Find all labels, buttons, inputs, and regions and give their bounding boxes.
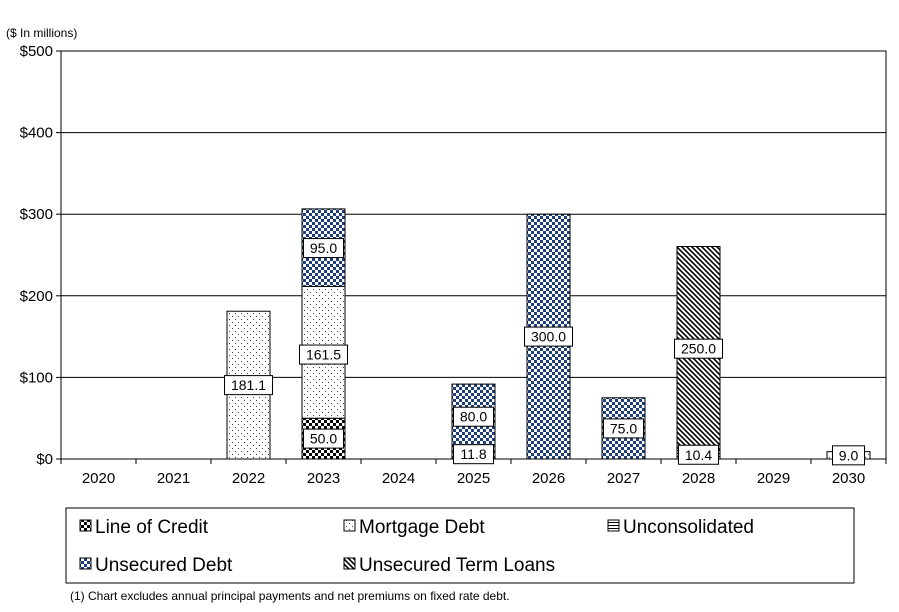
data-label-2026-6: 300.0	[524, 326, 573, 347]
legend-item-unsecured-term-loans: Unsecured Term Loans	[343, 555, 555, 576]
legend-swatch	[607, 519, 620, 532]
svg-text:250.0: 250.0	[681, 341, 716, 357]
legend-swatch	[343, 519, 356, 532]
legend: Line of Credit Mortgage Debt Unconsolidate…	[65, 507, 855, 584]
data-label-2025-4: 11.8	[453, 444, 494, 465]
x-tick-label-2030: 2030	[832, 470, 865, 487]
data-label-2023-1: 50.0	[303, 428, 344, 449]
x-tick-label-2024: 2024	[382, 470, 415, 487]
data-label-2027-7: 75.0	[603, 418, 644, 439]
y-tick-label-4: $400	[20, 125, 53, 142]
unit-label: ($ In millions)	[6, 26, 77, 40]
legend-label: Line of Credit	[95, 517, 209, 538]
svg-text:50.0: 50.0	[310, 431, 337, 447]
legend-swatch	[79, 519, 92, 532]
svg-text:10.4: 10.4	[685, 447, 712, 463]
x-tick-label-2029: 2029	[757, 470, 790, 487]
legend-swatch	[79, 557, 92, 570]
x-tick-label-2020: 2020	[82, 470, 115, 487]
x-tick-label-2028: 2028	[682, 470, 715, 487]
data-label-2023-2: 161.5	[299, 344, 348, 365]
data-labels: 181.1 50.0 161.5 95.0 11.8 80.0 300.0 75.0 10.4 2…	[224, 238, 865, 466]
svg-text:161.5: 161.5	[306, 347, 341, 363]
x-tick-label-2026: 2026	[532, 470, 565, 487]
data-label-2022-0: 181.1	[224, 375, 273, 396]
legend-label: Unsecured Term Loans	[359, 555, 555, 576]
svg-text:9.0: 9.0	[839, 447, 859, 463]
svg-text:95.0: 95.0	[310, 240, 337, 256]
legend-label: Unconsolidated	[623, 517, 754, 538]
y-tick-label-3: $300	[20, 206, 53, 223]
y-tick-label-1: $100	[20, 369, 53, 386]
legend-item-unconsolidated: Unconsolidated	[607, 517, 754, 538]
x-axis-tick-labels: 2020 2021 2022 2023 2024 2025 2026 2027 2028 2029…	[82, 470, 865, 487]
legend-item-line-of-credit: Line of Credit	[79, 517, 209, 538]
legend-box	[65, 507, 855, 584]
x-tick-label-2022: 2022	[232, 470, 265, 487]
data-label-2023-3: 95.0	[303, 238, 344, 259]
y-tick-label-5: $500	[20, 43, 53, 60]
svg-text:80.0: 80.0	[460, 409, 487, 425]
data-label-2025-5: 80.0	[453, 406, 494, 427]
legend-item-unsecured-debt: Unsecured Debt	[79, 555, 233, 576]
svg-text:11.8: 11.8	[460, 446, 486, 462]
legend-swatch	[343, 557, 356, 570]
footnote: (1) Chart excludes annual principal paym…	[70, 589, 510, 603]
legend-label: Mortgage Debt	[359, 517, 485, 538]
svg-text:181.1: 181.1	[231, 377, 266, 393]
data-label-2030-10: 9.0	[832, 445, 865, 466]
x-tick-label-2027: 2027	[607, 470, 640, 487]
y-axis-tick-labels: $0 $100 $200 $300 $400 $500	[20, 43, 53, 468]
legend-item-mortgage-debt: Mortgage Debt	[343, 517, 485, 538]
x-tick-label-2021: 2021	[157, 470, 190, 487]
data-label-2028-9: 250.0	[674, 338, 723, 359]
x-tick-label-2023: 2023	[307, 470, 340, 487]
data-label-2028-8: 10.4	[678, 444, 719, 465]
legend-label: Unsecured Debt	[95, 555, 233, 576]
svg-text:300.0: 300.0	[531, 329, 566, 345]
y-tick-label-0: $0	[36, 451, 53, 468]
svg-text:75.0: 75.0	[610, 420, 637, 436]
x-tick-label-2025: 2025	[457, 470, 490, 487]
y-tick-label-2: $200	[20, 288, 53, 305]
